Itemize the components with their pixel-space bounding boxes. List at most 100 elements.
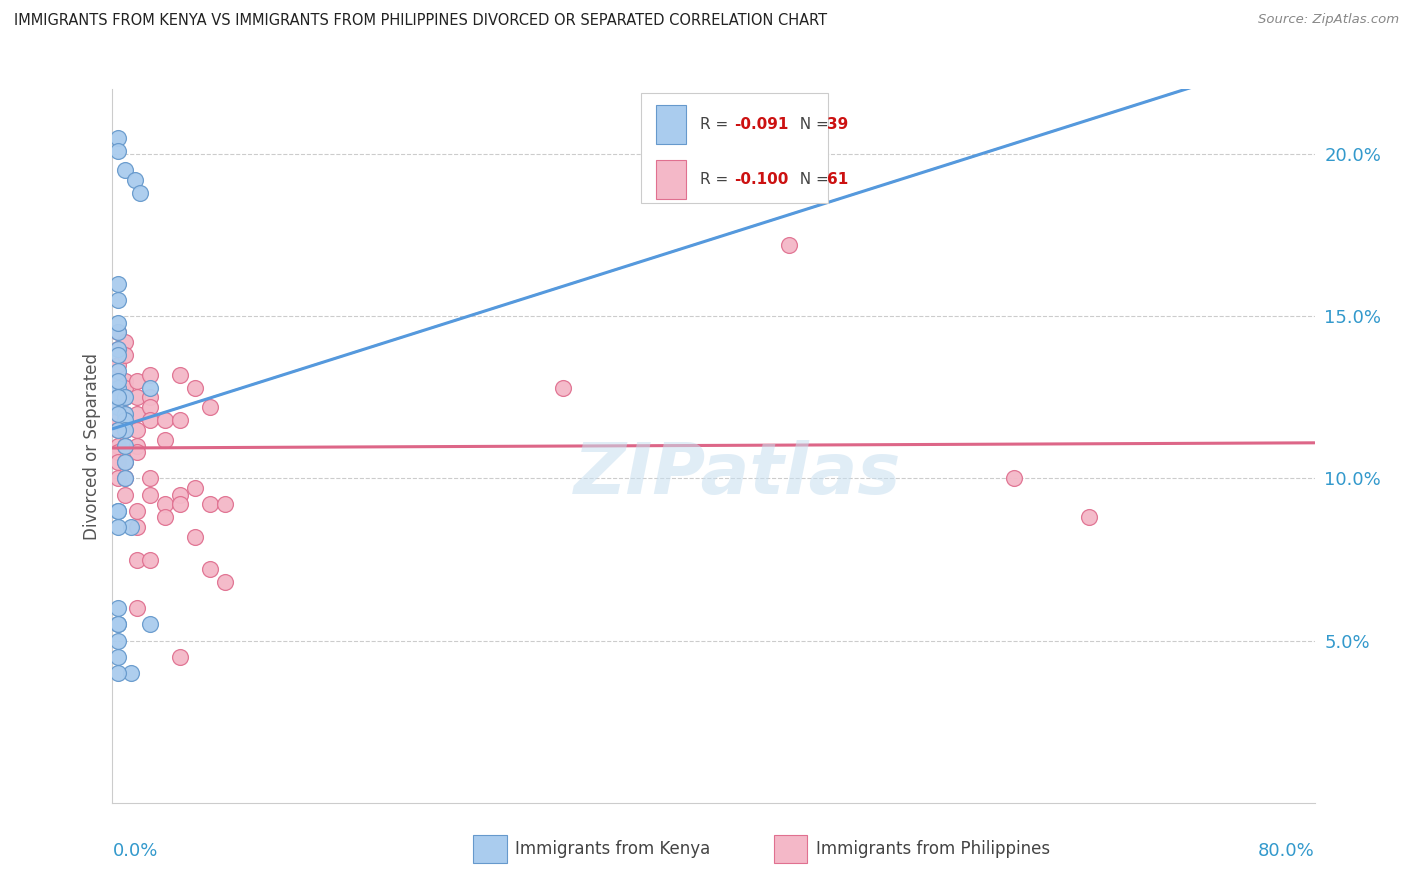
Point xyxy=(139,400,162,414)
Point xyxy=(107,633,129,648)
Text: Source: ZipAtlas.com: Source: ZipAtlas.com xyxy=(1258,13,1399,27)
Point xyxy=(107,617,129,632)
Point xyxy=(114,407,136,421)
FancyBboxPatch shape xyxy=(472,835,506,863)
Point xyxy=(107,504,129,518)
Point xyxy=(169,368,191,382)
Point xyxy=(107,131,129,145)
Point xyxy=(169,413,191,427)
Point xyxy=(128,186,150,200)
Point xyxy=(107,144,129,158)
Point xyxy=(125,423,148,437)
Point xyxy=(107,316,129,330)
Point xyxy=(107,649,129,664)
Point xyxy=(125,445,148,459)
Point xyxy=(114,471,136,485)
Point xyxy=(107,471,129,485)
Point xyxy=(114,390,136,404)
Point xyxy=(114,413,136,427)
Point xyxy=(107,666,129,681)
Point xyxy=(107,374,129,388)
Point xyxy=(778,238,800,252)
Point xyxy=(139,488,162,502)
Point xyxy=(107,390,129,404)
Point xyxy=(184,530,207,544)
Point xyxy=(169,497,191,511)
Text: Immigrants from Kenya: Immigrants from Kenya xyxy=(515,840,710,858)
Point xyxy=(107,423,129,437)
Point xyxy=(107,400,129,414)
Point xyxy=(107,348,129,362)
Text: ZIPatlas: ZIPatlas xyxy=(574,440,901,509)
Point xyxy=(125,601,148,615)
Point xyxy=(125,504,148,518)
Point xyxy=(107,504,129,518)
Point xyxy=(139,413,162,427)
Point xyxy=(107,381,129,395)
Point xyxy=(114,423,136,437)
Point xyxy=(114,455,136,469)
Text: 61: 61 xyxy=(827,172,848,187)
Point xyxy=(107,390,129,404)
Point xyxy=(107,445,129,459)
Point xyxy=(124,173,146,187)
Text: -0.091: -0.091 xyxy=(734,117,789,132)
Point xyxy=(1002,471,1025,485)
Point xyxy=(114,423,136,437)
Point xyxy=(107,342,129,356)
Point xyxy=(125,407,148,421)
Point xyxy=(120,666,142,681)
Point xyxy=(107,374,129,388)
Text: N =: N = xyxy=(790,117,834,132)
Point xyxy=(125,390,148,404)
Point xyxy=(214,497,236,511)
Point xyxy=(114,455,136,469)
Point xyxy=(114,335,136,350)
FancyBboxPatch shape xyxy=(655,104,686,144)
Point xyxy=(107,364,129,378)
Text: 0.0%: 0.0% xyxy=(112,842,157,860)
Point xyxy=(114,439,136,453)
Point xyxy=(125,520,148,534)
Point xyxy=(107,423,129,437)
Point xyxy=(114,374,136,388)
Point xyxy=(114,439,136,453)
Point xyxy=(107,407,129,421)
Point xyxy=(214,575,236,590)
Text: -0.100: -0.100 xyxy=(734,172,789,187)
Point xyxy=(107,358,129,372)
Point xyxy=(107,455,129,469)
Point xyxy=(153,433,176,447)
FancyBboxPatch shape xyxy=(641,93,828,203)
Point xyxy=(120,520,142,534)
Point xyxy=(139,368,162,382)
Text: IMMIGRANTS FROM KENYA VS IMMIGRANTS FROM PHILIPPINES DIVORCED OR SEPARATED CORRE: IMMIGRANTS FROM KENYA VS IMMIGRANTS FROM… xyxy=(14,13,827,29)
Text: 39: 39 xyxy=(827,117,848,132)
Point xyxy=(139,617,162,632)
Point xyxy=(114,163,136,178)
Text: 80.0%: 80.0% xyxy=(1258,842,1315,860)
Point xyxy=(125,552,148,566)
Point xyxy=(153,497,176,511)
Point xyxy=(107,413,129,427)
Point xyxy=(114,488,136,502)
Point xyxy=(169,488,191,502)
Point xyxy=(107,520,129,534)
Point xyxy=(107,293,129,307)
Point xyxy=(107,342,129,356)
Point xyxy=(107,617,129,632)
Point xyxy=(107,400,129,414)
Point xyxy=(198,497,221,511)
Point xyxy=(114,471,136,485)
Point xyxy=(114,348,136,362)
Point xyxy=(553,381,575,395)
Point xyxy=(125,374,148,388)
Point xyxy=(107,277,129,291)
Point xyxy=(139,552,162,566)
Point xyxy=(114,390,136,404)
Point xyxy=(169,649,191,664)
Point xyxy=(184,481,207,495)
Text: R =: R = xyxy=(700,172,734,187)
Text: N =: N = xyxy=(790,172,834,187)
Text: R =: R = xyxy=(700,117,734,132)
